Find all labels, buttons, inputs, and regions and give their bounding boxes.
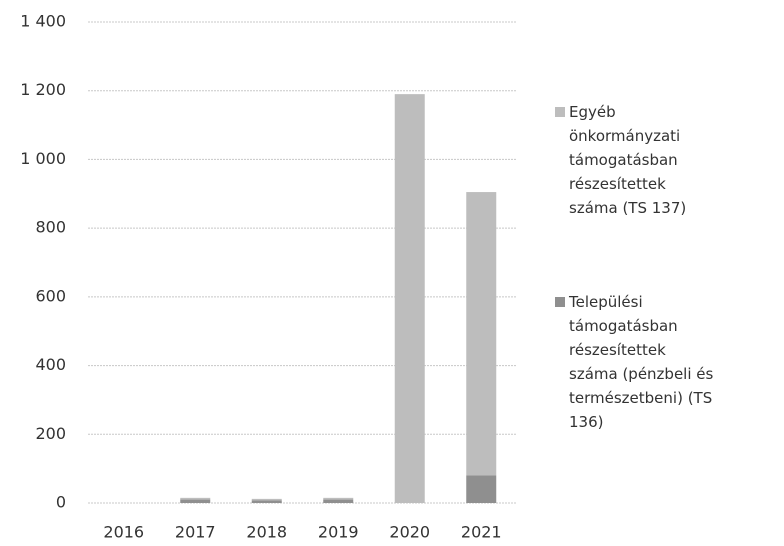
legend-swatch [555,297,565,307]
y-tick-label: 600 [35,286,66,305]
y-tick-label: 400 [35,355,66,374]
bar-segment [466,192,497,476]
x-tick-label: 2018 [246,523,287,542]
legend-label: Települési támogatásban részesítettek sz… [569,293,714,431]
legend-item: Települési támogatásban részesítettek sz… [555,290,755,434]
x-tick-label: 2019 [318,523,359,542]
bar-segment [251,498,282,501]
y-tick-label: 1 400 [20,12,66,31]
y-tick-label: 1 000 [20,149,66,168]
legend-swatch [555,107,565,117]
bar-segment [180,499,211,503]
y-tick-label: 200 [35,424,66,443]
bar-segment [323,499,354,503]
x-tick-label: 2020 [389,523,430,542]
bar-segment [251,500,282,503]
y-tick-label: 800 [35,218,66,237]
y-tick-label: 1 200 [20,80,66,99]
x-tick-label: 2021 [461,523,502,542]
legend-item: Egyéb önkormányzati támogatásban részesí… [555,100,755,220]
x-tick-label: 2016 [103,523,144,542]
bar-segment [394,94,425,504]
x-tick-label: 2017 [175,523,216,542]
legend-label: Egyéb önkormányzati támogatásban részesí… [569,103,687,217]
bar-segment [466,475,497,503]
y-tick-label: 0 [56,493,66,512]
bar-segment [180,497,211,500]
bar-segment [323,497,354,500]
